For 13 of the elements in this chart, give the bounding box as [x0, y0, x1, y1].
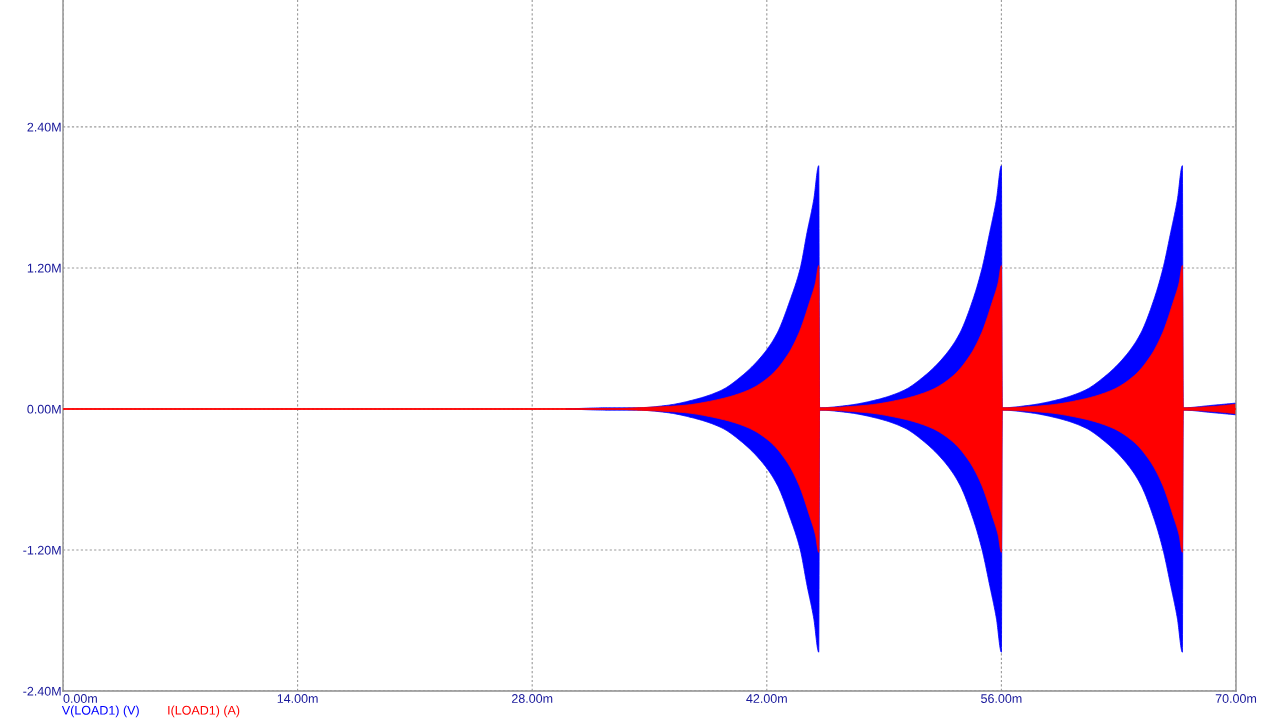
x-tick-label: 70.00m	[1215, 694, 1257, 703]
y-tick-label: 1.20M	[27, 263, 61, 273]
y-tick-label: -2.40M	[23, 686, 61, 696]
y-tick-label: -1.20M	[23, 545, 61, 555]
x-tick-label: 28.00m	[511, 694, 553, 703]
x-tick-label: 0.00m	[63, 694, 97, 703]
x-tick-label: 56.00m	[981, 694, 1022, 703]
legend-label: V(LOAD1) (V)	[61, 705, 139, 718]
x-tick-label: 14.00m	[277, 694, 318, 703]
y-tick-label: 2.40M	[27, 122, 61, 132]
text: I(LOAD1) (A)	[168, 705, 240, 718]
y-tick-label: 0.00M	[27, 404, 61, 414]
x-tick-label: 42.00m	[746, 694, 787, 703]
